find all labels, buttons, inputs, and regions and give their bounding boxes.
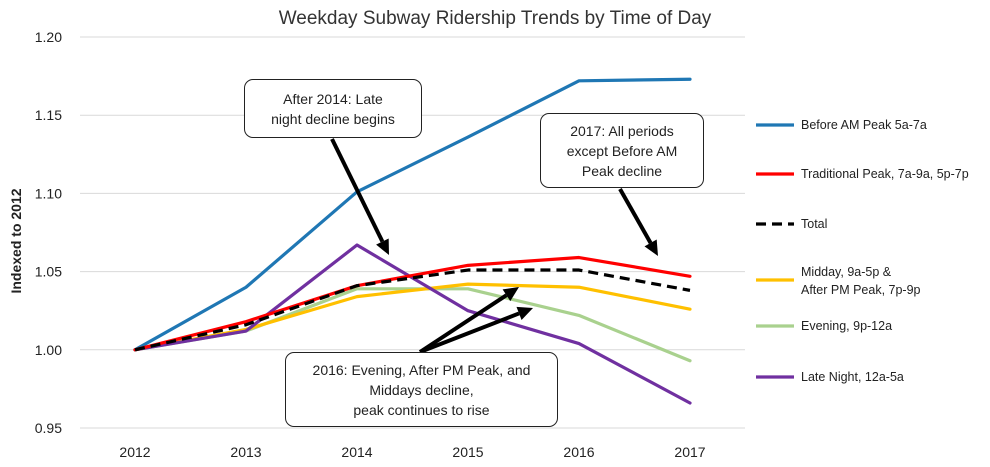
x-tick-label: 2013 [230,444,261,460]
series-lines [133,77,692,405]
legend-label: Traditional Peak, 7a-9a, 5p-7p [801,167,969,181]
y-tick-labels: 0.95 1.00 1.05 1.10 1.15 1.20 [35,29,62,436]
annotation-late-night-text: After 2014: Late night decline begins [271,90,395,127]
legend-item: Before AM Peak 5a-7a [756,118,927,132]
legend-item: Total [756,217,827,231]
legend-label: Evening, 9p-12a [801,319,892,333]
x-tick-label: 2015 [452,444,483,460]
annotation-arrow [419,306,533,354]
legend-label: Late Night, 12a-5a [801,370,904,384]
annotation-2017: 2017: All periods except Before AM Peak … [540,113,704,188]
legend: Before AM Peak 5a-7a Traditional Peak, 7a… [756,118,969,384]
legend-item: Midday, 9a-5p & After PM Peak, 7p-9p [756,265,921,297]
y-tick-label: 1.00 [35,342,62,358]
y-tick-label: 1.10 [35,185,62,201]
y-tick-label: 1.05 [35,264,62,280]
annotation-arrow [418,287,519,354]
annotation-2016: 2016: Evening, After PM Peak, and Midday… [285,352,558,427]
series-line-1 [133,255,692,352]
x-tick-label: 2014 [341,444,372,460]
x-tick-label: 2017 [674,444,705,460]
y-tick-label: 0.95 [35,420,62,436]
gridlines [80,36,745,429]
x-tick-labels: 2012 2013 2014 2015 2016 2017 [119,444,705,460]
legend-label: Total [801,217,827,231]
y-axis-label: Indexed to 2012 [8,188,24,293]
chart-title: Weekday Subway Ridership Trends by Time … [279,8,712,29]
series-line-5 [133,243,692,405]
series-line-3 [133,282,692,352]
y-tick-label: 1.15 [35,107,62,123]
x-tick-label: 2016 [563,444,594,460]
x-tick-label: 2012 [119,444,150,460]
annotation-arrow [618,188,658,256]
legend-item: Evening, 9p-12a [756,319,892,333]
annotation-arrows [330,138,658,354]
legend-label: Midday, 9a-5p & After PM Peak, 7p-9p [801,265,921,297]
annotation-2017-text: 2017: All periods except Before AM Peak … [566,122,678,179]
legend-label: Before AM Peak 5a-7a [801,118,927,132]
series-line-2 [134,268,691,352]
series-line-0 [133,77,692,352]
annotation-2016-text: 2016: Evening, After PM Peak, and Midday… [312,361,531,418]
legend-item: Late Night, 12a-5a [756,370,904,384]
annotation-arrow [330,138,389,255]
legend-item: Traditional Peak, 7a-9a, 5p-7p [756,167,969,181]
y-tick-label: 1.20 [35,29,62,45]
annotation-late-night: After 2014: Late night decline begins [244,79,422,138]
